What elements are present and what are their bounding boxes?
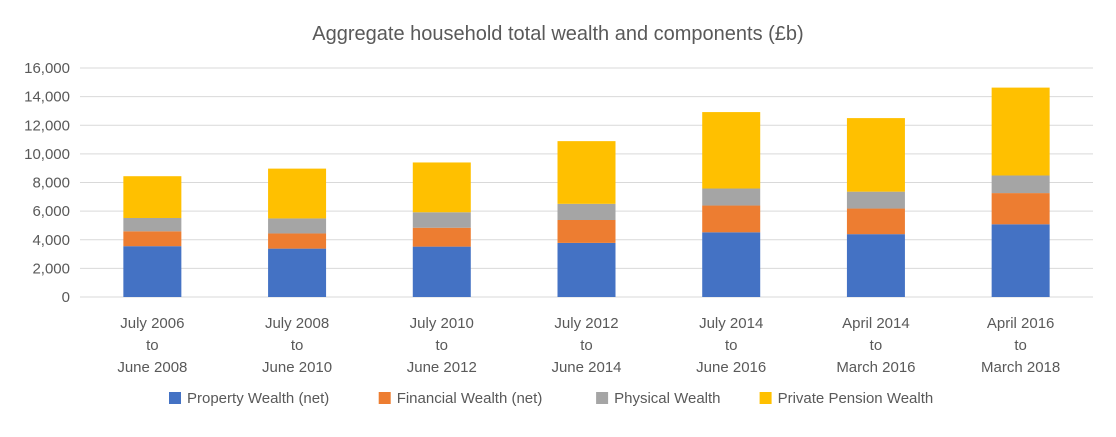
y-tick-label: 4,000 (32, 232, 70, 249)
legend-label: Physical Wealth (614, 390, 720, 407)
y-tick-label: 12,000 (24, 117, 70, 134)
bar-segment (268, 168, 327, 219)
bar-segment (268, 248, 327, 297)
y-tick-label: 16,000 (24, 60, 70, 77)
bar-segment (991, 193, 1050, 225)
bar-segment (846, 208, 905, 235)
x-tick-label: July 2014 to June 2016 (696, 315, 766, 376)
legend-swatch (759, 392, 772, 404)
legend-swatch (169, 392, 181, 404)
legend: Property Wealth (net) Financial Wealth (n… (169, 390, 933, 407)
y-axis: 0 2,000 4,000 6,000 8,000 10,000 12,000 14,000 1… (24, 60, 70, 306)
x-axis: July 2006 to June 2008 July 2008 to June 2010… (117, 315, 1060, 376)
bars (123, 87, 1050, 297)
y-tick-label: 0 (62, 289, 70, 306)
bar-segment (412, 212, 471, 228)
bar-segment (991, 87, 1050, 176)
x-tick-label: April 2014 to March 2016 (836, 315, 915, 376)
bar-segment (412, 162, 471, 213)
legend-swatch (378, 392, 391, 404)
bar-segment (991, 224, 1050, 297)
x-tick-label: July 2006 to June 2008 (117, 315, 187, 376)
bar-segment (123, 217, 182, 232)
legend-swatch (596, 392, 609, 404)
bar-segment (991, 175, 1050, 194)
bar-segment (412, 227, 471, 247)
y-tick-label: 6,000 (32, 203, 70, 220)
bar-segment (557, 203, 616, 220)
bar-segment (557, 219, 616, 243)
y-tick-label: 14,000 (24, 89, 70, 106)
bar-segment (412, 246, 471, 297)
legend-label: Financial Wealth (net) (397, 390, 543, 407)
legend-label: Property Wealth (net) (187, 390, 329, 407)
bar-segment (557, 141, 616, 204)
x-tick-label: July 2008 to June 2010 (262, 315, 332, 376)
bar-segment (123, 231, 182, 247)
y-tick-label: 10,000 (24, 146, 70, 163)
bar-segment (702, 205, 761, 233)
bar-segment (123, 176, 182, 218)
x-tick-label: July 2012 to June 2014 (551, 315, 621, 376)
bar-segment (557, 242, 616, 297)
x-tick-label: July 2010 to June 2012 (407, 315, 477, 376)
y-tick-label: 2,000 (32, 260, 70, 277)
chart-title: Aggregate household total wealth and com… (312, 23, 803, 45)
bar-segment (123, 246, 182, 297)
bar-segment (702, 188, 761, 206)
y-tick-label: 8,000 (32, 175, 70, 192)
bar-segment (268, 233, 327, 249)
bar-segment (846, 234, 905, 297)
bar-segment (702, 232, 761, 297)
bar-segment (846, 118, 905, 192)
x-tick-label: April 2016 to March 2018 (981, 315, 1060, 376)
legend-label: Private Pension Wealth (778, 390, 934, 407)
bar-segment (846, 191, 905, 209)
bar-segment (268, 218, 327, 234)
bar-segment (702, 112, 761, 189)
